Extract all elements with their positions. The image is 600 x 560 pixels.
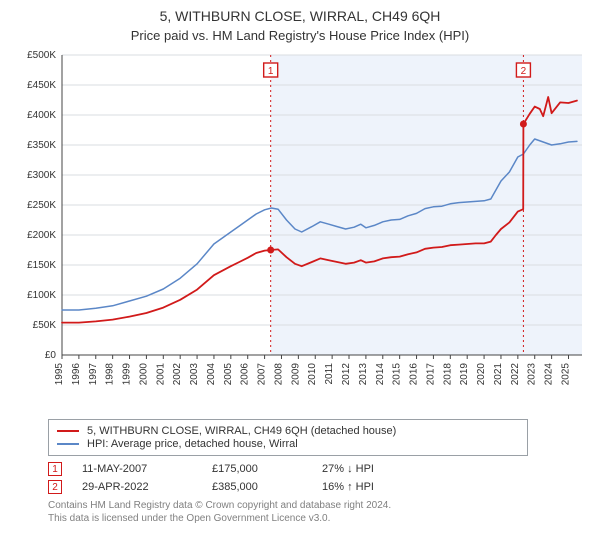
sale-date: 11-MAY-2007 — [82, 463, 212, 475]
svg-text:2023: 2023 — [527, 363, 538, 386]
svg-text:£100K: £100K — [27, 290, 56, 301]
svg-text:£250K: £250K — [27, 200, 56, 211]
svg-text:2002: 2002 — [172, 363, 183, 386]
svg-text:2018: 2018 — [442, 363, 453, 386]
svg-text:£50K: £50K — [33, 320, 57, 331]
svg-text:£0: £0 — [45, 350, 57, 361]
svg-text:2021: 2021 — [493, 363, 504, 386]
svg-text:2001: 2001 — [155, 363, 166, 386]
svg-text:2016: 2016 — [409, 363, 420, 386]
svg-text:£150K: £150K — [27, 260, 56, 271]
svg-text:1998: 1998 — [105, 363, 116, 386]
legend-swatch — [57, 430, 79, 432]
attribution-line: Contains HM Land Registry data © Crown c… — [48, 500, 588, 513]
legend-item: HPI: Average price, detached house, Wirr… — [57, 438, 519, 450]
sale-row: 2 29-APR-2022£385,00016% ↑ HPI — [48, 480, 588, 494]
sale-marker: 2 — [48, 480, 62, 494]
attribution-line: This data is licensed under the Open Gov… — [48, 513, 588, 526]
price-chart: £0 £50K £100K £150K £200K £250K £300K £350K £400… — [12, 51, 588, 411]
legend-item: 5, WITHBURN CLOSE, WIRRAL, CH49 6QH (det… — [57, 425, 519, 437]
svg-text:1999: 1999 — [122, 363, 133, 386]
sale-date: 29-APR-2022 — [82, 481, 212, 493]
svg-text:2: 2 — [521, 66, 527, 77]
svg-text:2010: 2010 — [307, 363, 318, 386]
svg-text:2025: 2025 — [560, 363, 571, 386]
sale-marker: 1 — [48, 462, 62, 476]
legend-swatch — [57, 443, 79, 445]
svg-text:£350K: £350K — [27, 140, 56, 151]
svg-text:2020: 2020 — [476, 363, 487, 386]
svg-text:1: 1 — [268, 66, 274, 77]
sale-price: £385,000 — [212, 481, 322, 493]
svg-text:£200K: £200K — [27, 230, 56, 241]
svg-text:2004: 2004 — [206, 363, 217, 386]
svg-text:£450K: £450K — [27, 80, 56, 91]
page-title: 5, WITHBURN CLOSE, WIRRAL, CH49 6QH — [12, 8, 588, 24]
legend-label: HPI: Average price, detached house, Wirr… — [87, 438, 298, 450]
page-subtitle: Price paid vs. HM Land Registry's House … — [12, 28, 588, 43]
svg-text:2008: 2008 — [273, 363, 284, 386]
legend-label: 5, WITHBURN CLOSE, WIRRAL, CH49 6QH (det… — [87, 425, 396, 437]
sale-hpi-delta: 27% ↓ HPI — [322, 463, 472, 475]
svg-text:2014: 2014 — [375, 363, 386, 386]
svg-text:1996: 1996 — [71, 363, 82, 386]
svg-text:2006: 2006 — [240, 363, 251, 386]
svg-text:1997: 1997 — [88, 363, 99, 386]
svg-text:2017: 2017 — [425, 363, 436, 386]
svg-text:2022: 2022 — [510, 363, 521, 386]
svg-text:2000: 2000 — [138, 363, 149, 386]
svg-text:£300K: £300K — [27, 170, 56, 181]
svg-text:2009: 2009 — [290, 363, 301, 386]
attribution: Contains HM Land Registry data © Crown c… — [48, 500, 588, 525]
svg-text:2015: 2015 — [392, 363, 403, 386]
svg-text:2013: 2013 — [358, 363, 369, 386]
svg-text:£500K: £500K — [27, 51, 56, 61]
svg-text:1995: 1995 — [54, 363, 65, 386]
svg-text:2003: 2003 — [189, 363, 200, 386]
svg-text:2005: 2005 — [223, 363, 234, 386]
sale-price: £175,000 — [212, 463, 322, 475]
svg-text:2012: 2012 — [341, 363, 352, 386]
svg-text:2007: 2007 — [257, 363, 268, 386]
svg-text:£400K: £400K — [27, 110, 56, 121]
svg-text:2024: 2024 — [544, 363, 555, 386]
sale-hpi-delta: 16% ↑ HPI — [322, 481, 472, 493]
svg-text:2011: 2011 — [324, 363, 335, 385]
svg-text:2019: 2019 — [459, 363, 470, 386]
sales-table: 1 11-MAY-2007£175,00027% ↓ HPI 2 29-APR-202… — [48, 462, 588, 494]
sale-row: 1 11-MAY-2007£175,00027% ↓ HPI — [48, 462, 588, 476]
legend: 5, WITHBURN CLOSE, WIRRAL, CH49 6QH (det… — [48, 419, 528, 456]
